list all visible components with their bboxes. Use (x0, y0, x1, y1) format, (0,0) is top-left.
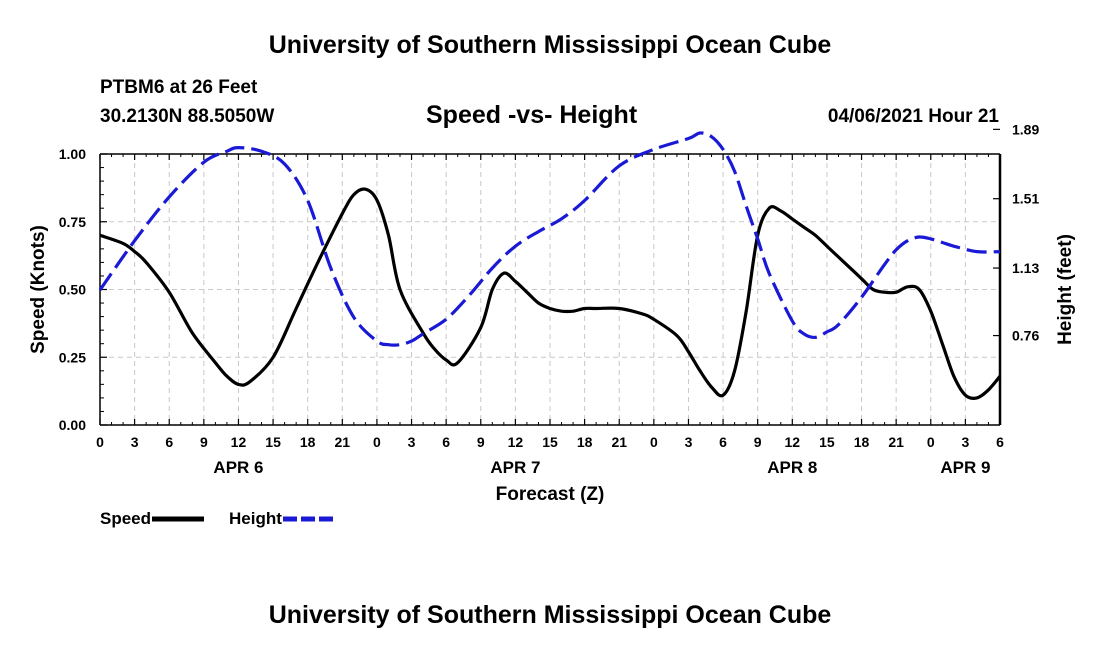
y-tick-label: 0.00 (59, 417, 86, 433)
x-tick-label: 21 (611, 434, 627, 450)
legend-height-swatch (282, 516, 335, 522)
chart-title: Speed -vs- Height (426, 101, 638, 129)
x-tick-label: 0 (96, 434, 104, 450)
x-tick-label: 6 (165, 434, 173, 450)
y2-tick-label: 1.51 (1012, 191, 1039, 207)
x-tick-label: 6 (996, 434, 1004, 450)
x-tick-label: 9 (477, 434, 485, 450)
x-tick-label: 21 (888, 434, 904, 450)
day-label: APR 8 (767, 458, 817, 477)
y2-tick-label: 1.13 (1012, 260, 1039, 276)
x-tick-label: 0 (927, 434, 935, 450)
x-tick-label: 12 (508, 434, 524, 450)
x-tick-label: 12 (785, 434, 801, 450)
series-line-speed (99, 187, 1002, 400)
x-axis-label: Forecast (Z) (496, 484, 605, 505)
forecast-timestamp: 04/06/2021 Hour 21 (827, 106, 999, 127)
legend-speed-swatch (152, 516, 205, 522)
day-label: APR 9 (940, 458, 990, 477)
y-tick-label: 0.25 (59, 349, 86, 365)
x-tick-label: 18 (854, 434, 870, 450)
x-tick-label: 3 (961, 434, 969, 450)
y-tick-label: 0.50 (59, 282, 86, 298)
x-tick-label: 12 (231, 434, 247, 450)
y-tick-label: 0.75 (59, 214, 86, 230)
x-tick-label: 21 (335, 434, 351, 450)
legend-speed-label: Speed (100, 509, 152, 528)
day-label: APR 6 (213, 458, 263, 477)
x-tick-label: 9 (754, 434, 762, 450)
x-tick-label: 15 (542, 434, 558, 450)
x-tick-label: 18 (300, 434, 316, 450)
y-axis-label: Speed (Knots) (28, 225, 49, 354)
station-coordinates: 30.2130N 88.5050W (100, 106, 275, 127)
x-tick-label: 15 (819, 434, 835, 450)
legend-height-label: Height (229, 509, 282, 528)
y2-axis-label: Height (feet) (1055, 234, 1076, 345)
x-tick-label: 15 (265, 434, 281, 450)
x-tick-label: 3 (408, 434, 416, 450)
y-tick-label: 1.00 (59, 146, 86, 162)
x-tick-label: 3 (131, 434, 139, 450)
x-tick-label: 18 (577, 434, 593, 450)
y2-tick-label: 1.89 (1012, 121, 1039, 137)
x-tick-label: 6 (442, 434, 450, 450)
series-line-height (98, 131, 1001, 347)
x-tick-label: 3 (685, 434, 693, 450)
x-tick-label: 9 (200, 434, 208, 450)
bottom-title: University of Southern Mississippi Ocean… (268, 601, 832, 629)
y2-tick-label: 0.76 (1012, 328, 1039, 344)
day-label: APR 7 (490, 458, 540, 477)
top-title: University of Southern Mississippi Ocean… (268, 31, 832, 59)
legend-speed: Speed (100, 509, 207, 529)
x-tick-label: 0 (650, 434, 658, 450)
x-tick-label: 0 (373, 434, 381, 450)
station-name: PTBM6 at 26 Feet (100, 77, 258, 98)
x-tick-label: 6 (719, 434, 727, 450)
legend-height: Height (229, 509, 338, 529)
